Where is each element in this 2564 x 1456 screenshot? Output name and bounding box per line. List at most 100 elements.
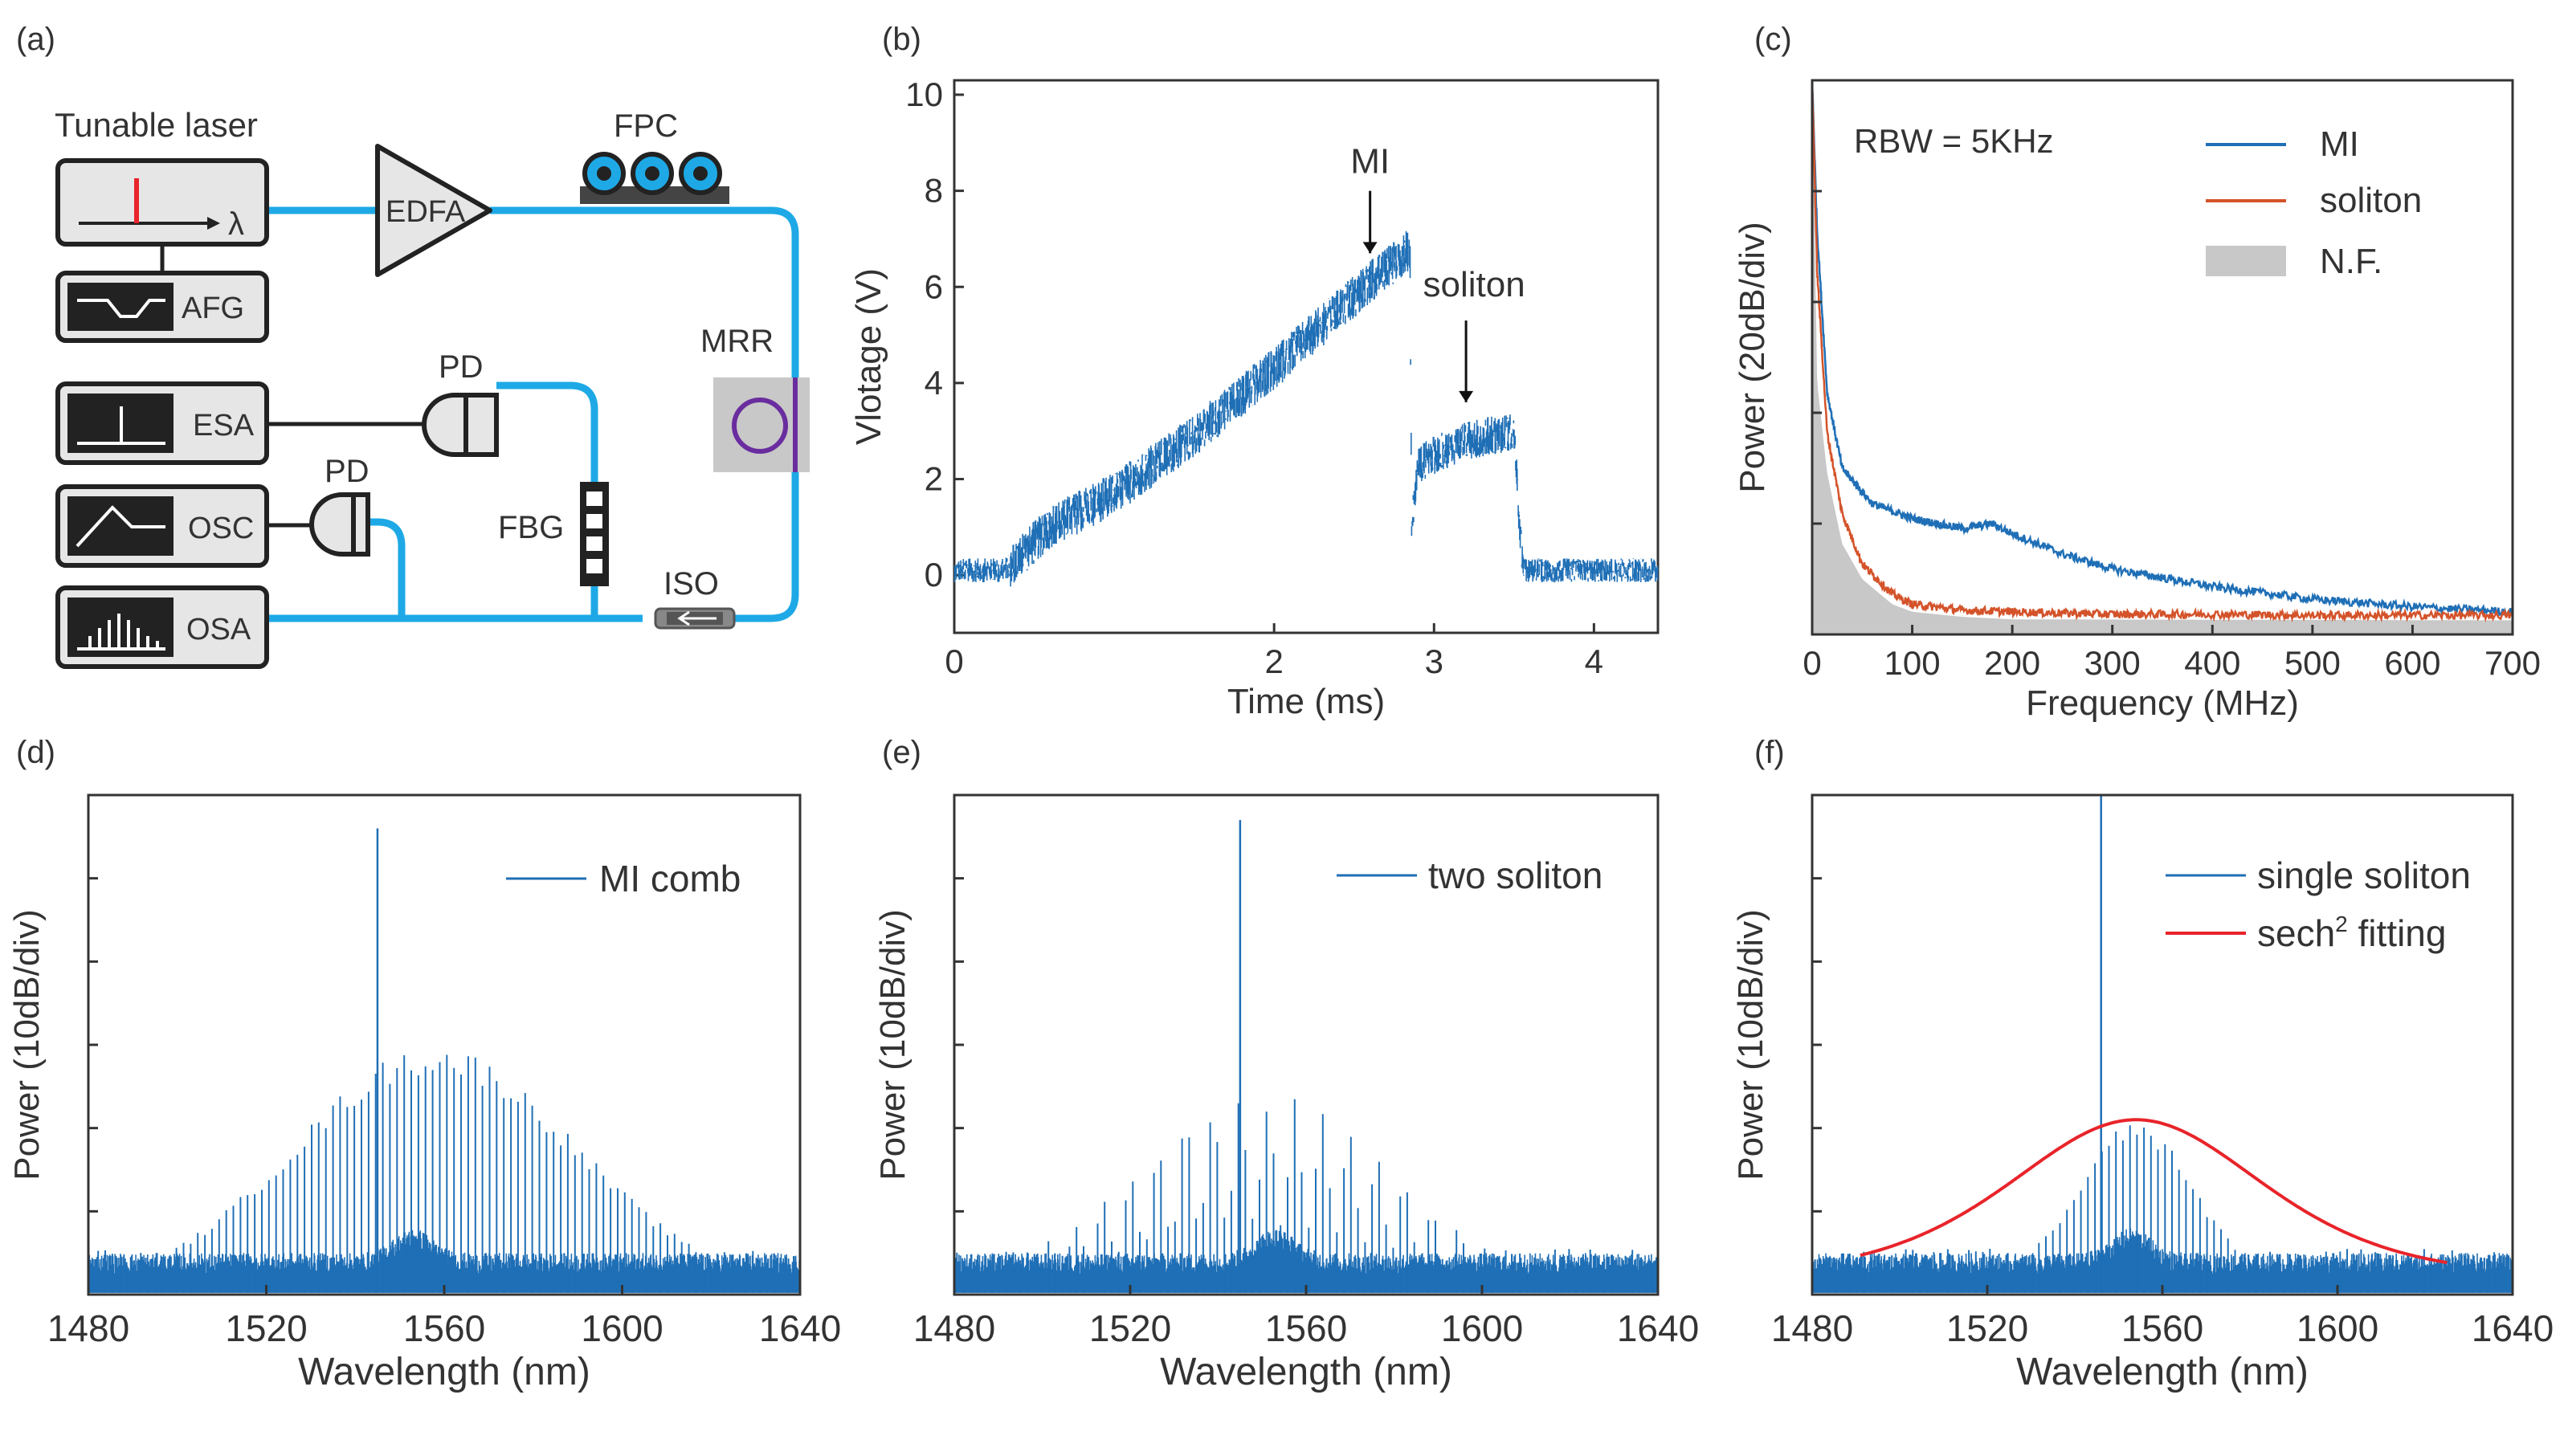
legend-sech-base: sech xyxy=(2257,912,2335,954)
isolator-arrow-icon xyxy=(677,610,717,626)
fpc-paddle-hub xyxy=(693,166,708,181)
x-tick-label: 400 xyxy=(2184,644,2240,682)
panel-label-f: (f) xyxy=(1754,735,1785,770)
osa-comb-icon xyxy=(77,614,165,651)
annotation-soliton: soliton xyxy=(1423,265,1525,304)
y-axis-label-f: Power (10dB/div) xyxy=(1731,909,1770,1180)
photodetector-icon xyxy=(309,492,356,557)
lambda-symbol: λ xyxy=(228,206,244,242)
plot-frame-b xyxy=(953,79,1660,634)
fbg-grating-icon xyxy=(586,491,602,573)
comb-spectrum-d xyxy=(88,828,801,1293)
photodetector-icon xyxy=(422,393,468,457)
sech2-fit-curve xyxy=(1860,1118,2448,1265)
x-tick-label: 4 xyxy=(1585,642,1603,680)
fpc-paddle-hub xyxy=(597,166,611,181)
x-tick-label: 1480 xyxy=(913,1307,995,1349)
edfa-label: EDFA xyxy=(386,195,466,229)
comb-lines xyxy=(956,1099,1655,1293)
x-tick-label: 2 xyxy=(1265,642,1284,680)
traces-c xyxy=(1811,79,2514,622)
rbw-annotation: RBW = 5KHz xyxy=(1854,122,2054,160)
panel-label-e: (e) xyxy=(882,735,921,770)
x-tick-label: 1480 xyxy=(47,1307,129,1349)
comb-lines xyxy=(1814,1125,2509,1293)
x-tick-label: 500 xyxy=(2284,644,2341,682)
legend-label-nf: N.F. xyxy=(2320,242,2382,281)
x-tick-label: 0 xyxy=(1803,644,1821,682)
osc-trace-icon xyxy=(76,505,165,548)
x-tick-label: 600 xyxy=(2384,644,2440,682)
pd2-label: PD xyxy=(325,454,369,489)
osa-label: OSA xyxy=(186,613,251,646)
edfa-triangle xyxy=(375,144,492,277)
fpc-paddle-hub xyxy=(645,166,659,181)
y-axis-label-b: Vlotage (V) xyxy=(849,268,888,445)
annotations-b: MI soliton xyxy=(1350,142,1525,402)
x-axis-label-c: Frequency (MHz) xyxy=(2026,683,2299,723)
x-tick-label: 1600 xyxy=(2297,1307,2378,1349)
x-tick-label: 1520 xyxy=(225,1307,307,1349)
x-tick-label: 1480 xyxy=(1771,1307,1853,1349)
y-tick-label: 2 xyxy=(925,460,943,498)
fbg-label: FBG xyxy=(498,510,564,545)
panel-f: (f) 1480 1520 1560 1600 1640 Wavelength (nm)… xyxy=(1731,735,2554,1393)
x-axis-label-f: Wavelength (nm) xyxy=(2016,1351,2309,1393)
fiber-path xyxy=(265,206,799,622)
osc-label: OSC xyxy=(188,512,254,545)
pd2-body xyxy=(351,492,370,557)
legend-label-soliton: soliton xyxy=(2320,181,2422,220)
panel-label-d: (d) xyxy=(16,735,55,770)
y-tick-label: 8 xyxy=(925,172,943,210)
x-tick-label: 1600 xyxy=(1441,1307,1523,1349)
mrr-ring-icon xyxy=(732,398,788,454)
afg-waveform-icon xyxy=(77,299,165,318)
x-tick-label: 1560 xyxy=(1265,1307,1347,1349)
x-tick-label: 1520 xyxy=(1089,1307,1171,1349)
panel-d: (d) 1480 1520 1560 1600 1640 Wavelength (nm)… xyxy=(7,735,841,1393)
legend-label-two-soliton: two soliton xyxy=(1428,854,1602,896)
panel-b: (b) 0 2 3 4 0 2 4 6 8 10 Time (ms) Vlotage (V) MI… xyxy=(849,22,1660,721)
tunable-laser-label: Tunable laser xyxy=(55,106,258,144)
noise-floor xyxy=(88,1230,801,1293)
soliton-trace xyxy=(1811,82,2514,622)
arrow-head-icon xyxy=(1362,242,1378,254)
noise-floor-area xyxy=(1812,80,2513,634)
legend-label-mi: MI xyxy=(2320,124,2359,164)
panel-label-b: (b) xyxy=(882,22,921,57)
fpc-paddles xyxy=(582,152,722,195)
mi-trace xyxy=(1811,79,2514,618)
comb-spectrum-f xyxy=(1811,795,2513,1293)
arrow-head-icon xyxy=(1459,390,1474,402)
x-tick-label: 1560 xyxy=(2121,1307,2203,1349)
legend-swatch-nf xyxy=(2206,246,2286,276)
x-tick-label: 3 xyxy=(1425,642,1443,680)
x-axis-label-e: Wavelength (nm) xyxy=(1160,1351,1452,1393)
afg-screen xyxy=(67,283,174,331)
x-tick-label: 700 xyxy=(2484,644,2541,682)
legend-label-single-soliton: single soliton xyxy=(2257,854,2471,896)
afg-label: AFG xyxy=(182,292,244,325)
x-tick-label: 1600 xyxy=(581,1307,663,1349)
y-axis-label-c: Power (20dB/div) xyxy=(1733,222,1772,492)
axis-ticks-c: 0 100 200 300 400 500 600 700 xyxy=(1803,79,2541,682)
x-tick-label: 300 xyxy=(2084,644,2141,682)
y-axis-label-d: Power (10dB/div) xyxy=(7,909,47,1180)
x-tick-label: 1640 xyxy=(759,1307,841,1349)
panel-label-c: (c) xyxy=(1754,22,1792,57)
pd1-body xyxy=(463,393,499,457)
plot-frame-c xyxy=(1811,79,2514,636)
legend-label-mi-comb: MI comb xyxy=(599,858,741,899)
axis-ticks-e: 1480 1520 1560 1600 1640 xyxy=(913,793,1699,1349)
x-tick-label: 100 xyxy=(1884,644,1941,682)
y-tick-label: 4 xyxy=(925,364,943,402)
x-tick-label: 0 xyxy=(945,642,963,680)
trace-b xyxy=(953,230,1659,587)
y-tick-label: 10 xyxy=(905,75,943,113)
x-tick-label: 1640 xyxy=(2472,1307,2554,1349)
fiber-pd-osc xyxy=(368,518,406,618)
comb-lines xyxy=(90,1054,797,1293)
x-tick-label: 1520 xyxy=(1946,1307,2028,1349)
axis-ticks-d: 1480 1520 1560 1600 1640 xyxy=(47,793,841,1349)
